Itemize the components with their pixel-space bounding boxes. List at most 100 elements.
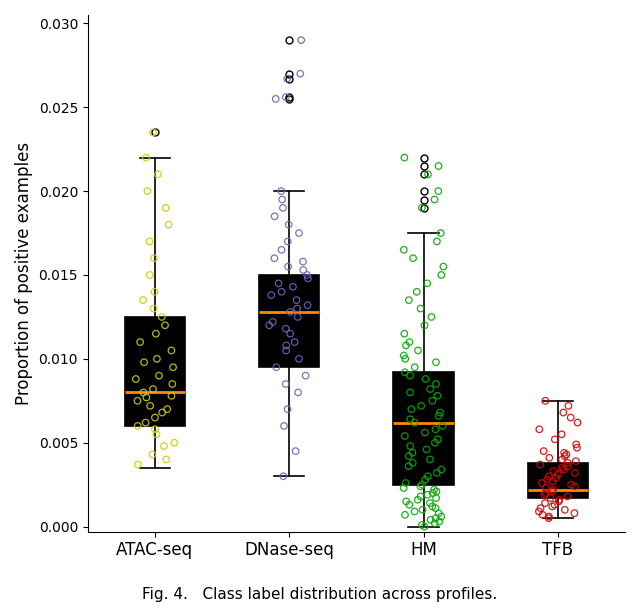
Point <box>559 465 569 475</box>
Point <box>298 265 308 275</box>
Point <box>405 414 415 424</box>
Point <box>289 337 300 347</box>
Point <box>148 384 158 394</box>
Point <box>153 169 163 179</box>
Point <box>563 458 573 468</box>
Point <box>142 186 152 196</box>
Point <box>148 128 158 137</box>
Point <box>132 396 143 406</box>
Point <box>438 262 449 271</box>
Point <box>276 245 287 255</box>
Point <box>426 312 436 322</box>
Point <box>303 274 313 284</box>
Point <box>416 401 426 411</box>
Point <box>559 448 569 458</box>
Point <box>420 428 430 437</box>
Point <box>138 387 148 397</box>
Point <box>431 513 441 523</box>
Point <box>417 480 427 489</box>
Point <box>406 404 417 414</box>
Point <box>400 367 410 377</box>
Point <box>285 307 295 316</box>
Point <box>545 493 556 503</box>
Point <box>423 169 433 179</box>
Point <box>429 518 440 528</box>
Point <box>557 455 567 464</box>
Point <box>571 439 581 449</box>
Point <box>420 475 430 485</box>
Point <box>423 471 433 481</box>
Point <box>547 486 557 496</box>
Point <box>570 481 580 491</box>
Point <box>433 186 444 196</box>
Point <box>540 498 550 508</box>
Point <box>571 456 581 466</box>
Point <box>415 304 426 313</box>
Point <box>288 282 298 291</box>
Point <box>435 408 445 417</box>
Point <box>399 431 410 441</box>
Point <box>278 471 289 481</box>
Point <box>401 340 411 350</box>
Point <box>291 295 301 305</box>
Point <box>162 404 172 414</box>
Point <box>559 452 570 461</box>
Point <box>138 295 148 305</box>
Point <box>399 351 409 360</box>
Point <box>547 477 557 486</box>
Point <box>280 379 291 389</box>
Point <box>401 497 412 507</box>
Point <box>291 446 301 456</box>
Point <box>163 220 173 230</box>
Point <box>405 387 415 397</box>
Point <box>294 354 304 364</box>
Point <box>403 461 413 471</box>
Point <box>150 412 160 422</box>
Point <box>131 374 141 384</box>
Point <box>145 236 155 246</box>
Point <box>161 455 172 464</box>
Point <box>404 500 415 510</box>
Point <box>278 203 288 213</box>
Text: Fig. 4.   Class label distribution across profiles.: Fig. 4. Class label distribution across … <box>142 587 498 602</box>
Point <box>432 236 442 246</box>
Point <box>417 203 427 213</box>
Point <box>541 483 551 493</box>
Point <box>408 254 419 263</box>
Point <box>139 357 149 367</box>
Point <box>433 508 444 518</box>
Point <box>293 387 303 397</box>
Point <box>438 421 448 431</box>
Point <box>413 346 423 356</box>
Point <box>160 320 170 330</box>
Point <box>538 446 548 456</box>
Point <box>266 290 276 300</box>
Point <box>132 421 143 431</box>
Point <box>303 300 313 310</box>
Point <box>400 510 410 520</box>
Point <box>412 287 422 297</box>
Point <box>141 392 152 402</box>
Point <box>404 452 414 461</box>
Point <box>405 371 415 381</box>
Point <box>554 495 564 505</box>
Point <box>569 508 579 518</box>
Point <box>413 495 423 505</box>
Point <box>422 279 432 288</box>
Point <box>433 411 444 421</box>
Point <box>401 478 411 488</box>
Point <box>415 491 426 501</box>
Point <box>407 448 417 458</box>
Point <box>436 511 446 521</box>
Point <box>422 490 433 500</box>
Point <box>431 357 441 367</box>
PathPatch shape <box>527 463 588 498</box>
Point <box>433 434 443 444</box>
Point <box>544 453 554 463</box>
Point <box>157 408 167 417</box>
Point <box>169 438 179 448</box>
Point <box>399 483 409 493</box>
Point <box>149 254 159 263</box>
Point <box>148 304 159 313</box>
Point <box>281 340 291 350</box>
